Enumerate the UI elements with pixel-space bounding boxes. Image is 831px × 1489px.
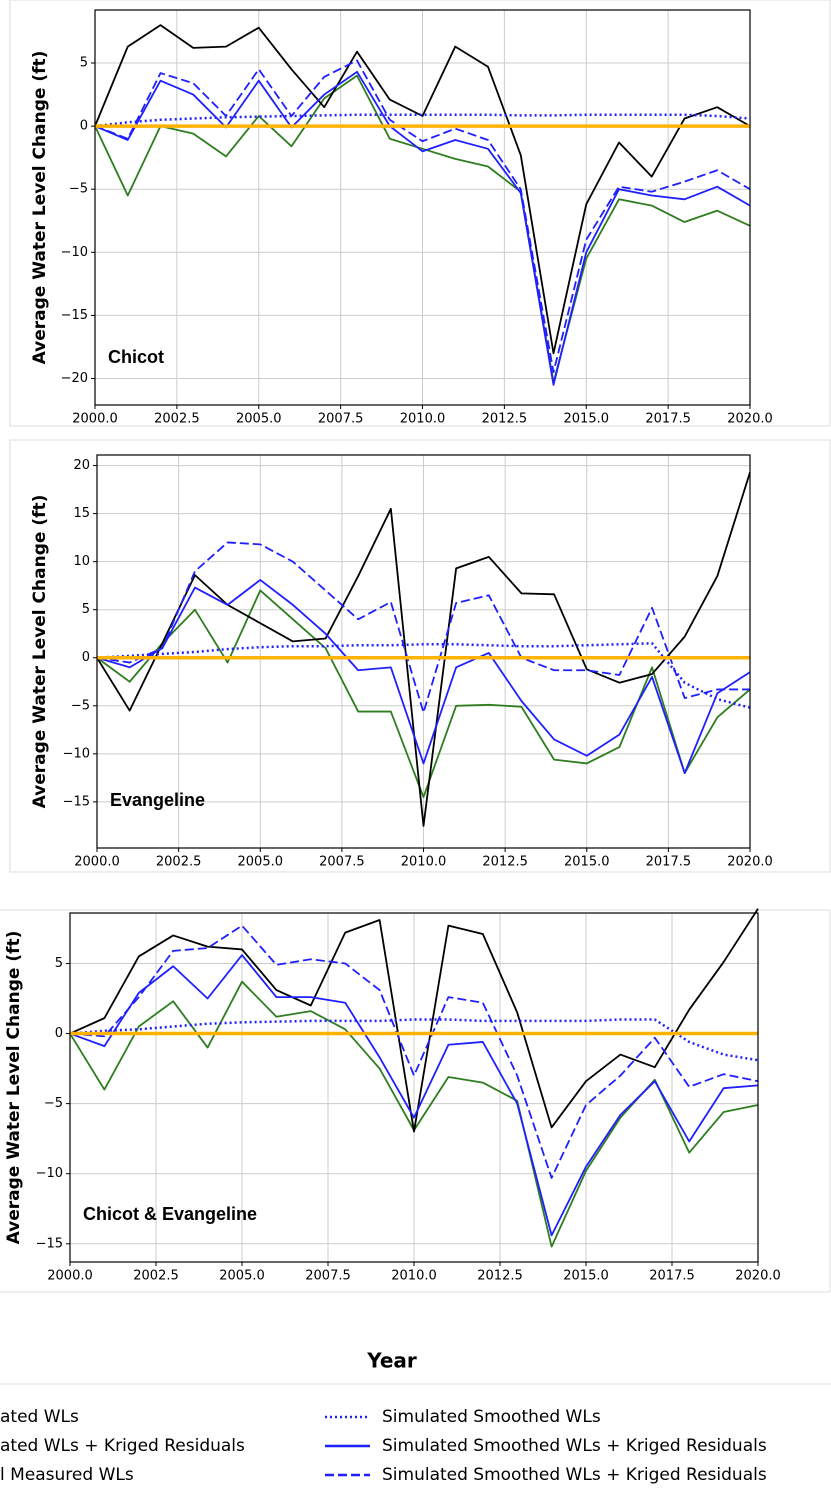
x-tick-label: 2020.0 — [727, 412, 773, 427]
y-tick-label: 20 — [73, 458, 90, 473]
legend-label: l Measured WLs — [0, 1465, 134, 1485]
x-tick-label: 2005.0 — [236, 412, 282, 427]
y-axis-label: Average Water Level Change (ft) — [30, 51, 50, 365]
series-line — [96, 579, 751, 774]
y-axis-label: Average Water Level Change (ft) — [30, 495, 50, 809]
series-line — [94, 74, 751, 384]
y-tick-label: −5 — [44, 1096, 63, 1111]
legend-label: ated WLs + Kriged Residuals — [0, 1436, 245, 1456]
y-tick-label: −10 — [61, 245, 88, 260]
x-tick-label: 2017.5 — [645, 412, 691, 427]
series-line — [96, 541, 750, 714]
y-tick-label: −10 — [63, 746, 90, 761]
series-line — [94, 24, 751, 355]
series-line — [94, 113, 751, 128]
legend-label: Simulated Smoothed WLs — [382, 1407, 601, 1427]
panel-frame — [9, 0, 831, 427]
y-tick-label: 0 — [55, 1026, 63, 1041]
legend-label: ated WLs — [0, 1407, 79, 1427]
panel-frame — [0, 909, 831, 1293]
x-tick-label: 2000.0 — [47, 1269, 93, 1284]
series-line — [96, 589, 751, 798]
x-tick-label: 2005.0 — [238, 855, 284, 870]
x-tick-label: 2015.0 — [564, 855, 610, 870]
x-tick-label: 2012.5 — [482, 412, 528, 427]
series-line — [69, 954, 759, 1237]
y-tick-label: −20 — [61, 371, 88, 386]
y-tick-label: −15 — [61, 308, 88, 323]
y-tick-label: −5 — [71, 698, 90, 713]
x-tick-label: 2000.0 — [74, 855, 120, 870]
y-tick-label: −5 — [69, 182, 88, 197]
x-tick-label: 2017.5 — [646, 855, 692, 870]
y-tick-label: 15 — [73, 506, 90, 521]
plot-frame — [69, 912, 759, 1263]
y-tick-label: −10 — [36, 1166, 63, 1181]
x-tick-label: 2007.5 — [319, 855, 365, 870]
x-tick-label: 2010.0 — [400, 412, 446, 427]
x-tick-label: 2002.5 — [154, 412, 200, 427]
y-tick-label: 0 — [82, 650, 90, 665]
x-tick-label: 2015.0 — [564, 412, 610, 427]
y-tick-label: −15 — [36, 1236, 63, 1251]
y-tick-label: −15 — [63, 794, 90, 809]
legend-label: Simulated Smoothed WLs + Kriged Residual… — [382, 1465, 767, 1485]
x-tick-label: 2012.5 — [477, 1269, 523, 1284]
legend-label: Simulated Smoothed WLs + Kriged Residual… — [382, 1436, 767, 1456]
series-line — [94, 59, 751, 374]
y-tick-label: 10 — [73, 554, 90, 569]
panel-frame — [9, 439, 831, 873]
x-tick-label: 2005.0 — [219, 1269, 265, 1284]
series-line — [96, 472, 751, 827]
panel-label: Chicot — [108, 347, 164, 367]
x-tick-label: 2020.0 — [727, 855, 773, 870]
x-tick-label: 2000.0 — [72, 412, 118, 427]
x-tick-label: 2002.5 — [156, 855, 202, 870]
x-tick-label: 2007.5 — [318, 412, 364, 427]
x-tick-label: 2007.5 — [305, 1269, 351, 1284]
panel-label: Chicot & Evangeline — [83, 1204, 257, 1224]
x-tick-label: 2020.0 — [735, 1269, 781, 1284]
y-axis-label: Average Water Level Change (ft) — [4, 931, 24, 1245]
series-line — [94, 70, 751, 386]
x-tick-label: 2017.5 — [649, 1269, 695, 1284]
x-tick-label: 2010.0 — [391, 1269, 437, 1284]
plot-frame — [96, 454, 751, 849]
panel-label: Evangeline — [110, 790, 205, 810]
series-line — [69, 908, 759, 1133]
y-tick-label: 5 — [82, 602, 90, 617]
x-axis-label: Year — [366, 1349, 417, 1373]
x-tick-label: 2012.5 — [482, 855, 528, 870]
series-line — [96, 642, 751, 709]
y-tick-label: 5 — [55, 956, 63, 971]
plot-frame — [94, 9, 751, 406]
x-tick-label: 2010.0 — [401, 855, 447, 870]
x-tick-label: 2002.5 — [133, 1269, 179, 1284]
y-tick-label: 0 — [80, 119, 88, 134]
y-tick-label: 5 — [80, 56, 88, 71]
x-tick-label: 2015.0 — [563, 1269, 609, 1284]
